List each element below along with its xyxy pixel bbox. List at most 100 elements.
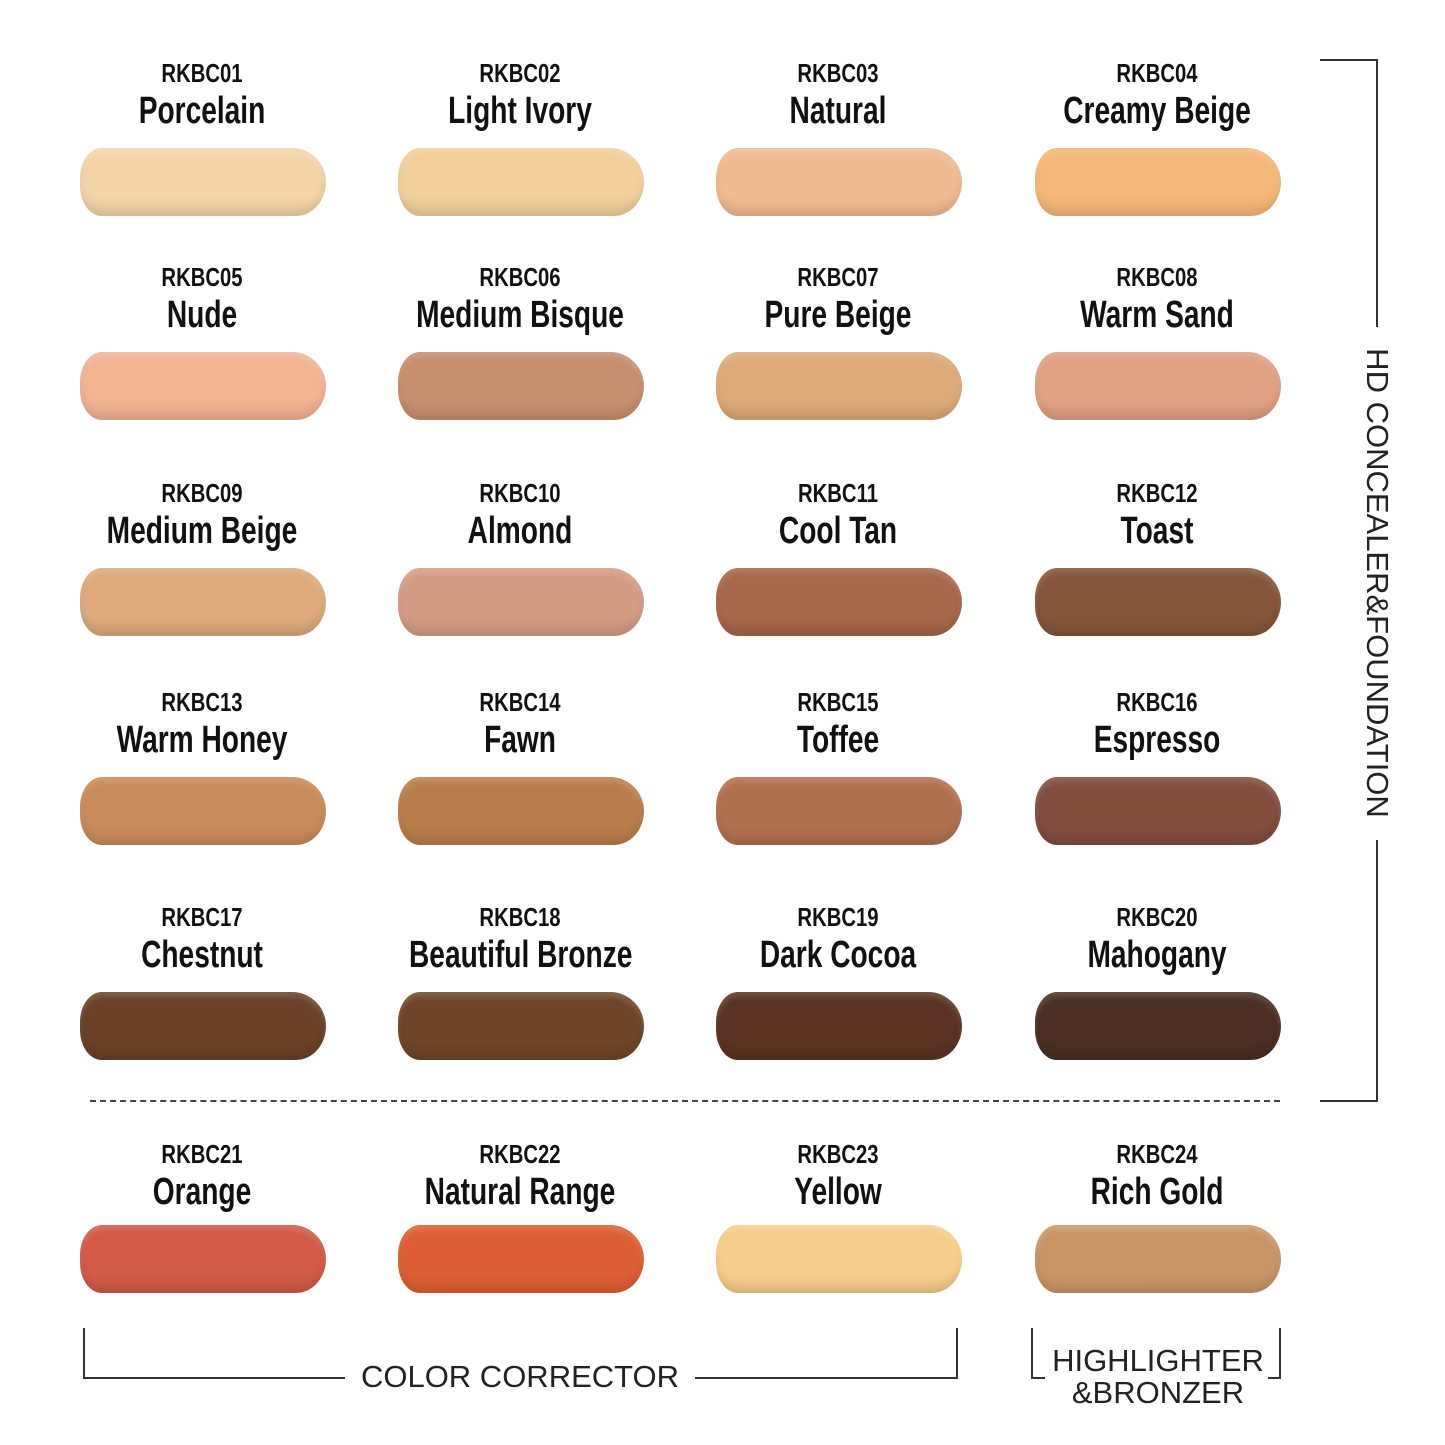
bracket-line-upper: [1376, 59, 1378, 327]
shade-swatch: [1035, 568, 1281, 636]
corrector-bracket-right: [956, 1328, 958, 1378]
shade-name: Warm Honey: [116, 719, 288, 761]
shade-card: RKBC18 Beautiful Bronze: [370, 902, 670, 1060]
shade-card: RKBC05 Nude: [52, 262, 352, 420]
shade-swatch: [716, 352, 962, 420]
shade-name: Mahogany: [1087, 934, 1227, 976]
shade-name: Creamy Beige: [1063, 90, 1251, 132]
shade-name: Rich Gold: [1090, 1171, 1224, 1213]
shade-swatch: [1035, 148, 1281, 216]
shade-card: RKBC14 Fawn: [370, 687, 670, 845]
dashed-divider: [90, 1100, 1280, 1102]
shade-card: RKBC08 Warm Sand: [1007, 262, 1307, 420]
shade-code: RKBC19: [797, 902, 879, 932]
shade-code: RKBC12: [1116, 478, 1198, 508]
shade-card: RKBC01 Porcelain: [52, 58, 352, 216]
shade-card: RKBC15 Toffee: [688, 687, 988, 845]
shade-code: RKBC17: [161, 902, 243, 932]
shade-name: Orange: [152, 1171, 252, 1213]
shade-name: Medium Bisque: [416, 294, 624, 336]
shade-card: RKBC17 Chestnut: [52, 902, 352, 1060]
shade-code: RKBC16: [1116, 687, 1198, 717]
shade-card: RKBC02 Light Ivory: [370, 58, 670, 216]
shade-swatch: [1035, 1225, 1281, 1293]
shade-name: Espresso: [1093, 719, 1221, 761]
shade-code: RKBC02: [479, 58, 561, 88]
shade-code: RKBC18: [479, 902, 561, 932]
shade-swatch: [398, 1225, 644, 1293]
shade-code: RKBC07: [797, 262, 879, 292]
shade-name: Porcelain: [138, 90, 266, 132]
bracket-top-tick: [1320, 59, 1378, 61]
shade-name: Warm Sand: [1080, 294, 1234, 336]
shade-card: RKBC22 Natural Range: [370, 1139, 670, 1293]
shade-name: Fawn: [484, 719, 556, 761]
shade-swatch: [80, 777, 326, 845]
shade-swatch: [1035, 777, 1281, 845]
shade-code: RKBC03: [797, 58, 879, 88]
shade-name: Toffee: [796, 719, 880, 761]
shade-name: Toast: [1120, 510, 1194, 552]
shade-name: Medium Beige: [106, 510, 298, 552]
shade-code: RKBC04: [1116, 58, 1198, 88]
shade-name: Pure Beige: [764, 294, 912, 336]
shade-card: RKBC24 Rich Gold: [1007, 1139, 1307, 1293]
shade-card: RKBC07 Pure Beige: [688, 262, 988, 420]
shade-code: RKBC24: [1116, 1139, 1198, 1169]
shade-name: Natural Range: [424, 1171, 616, 1213]
shade-code: RKBC21: [161, 1139, 243, 1169]
shade-name: Yellow: [794, 1171, 882, 1213]
shade-name: Beautiful Bronze: [409, 934, 633, 976]
shade-swatch: [80, 568, 326, 636]
shade-swatch: [80, 352, 326, 420]
foundation-group-label: HD CONCEALER&FOUNDATION: [1360, 348, 1395, 818]
shade-code: RKBC23: [797, 1139, 879, 1169]
shade-code: RKBC01: [161, 58, 243, 88]
shade-code: RKBC09: [161, 478, 243, 508]
highlighter-bracket-right: [1279, 1328, 1281, 1378]
shade-code: RKBC06: [479, 262, 561, 292]
shade-swatch: [716, 148, 962, 216]
corrector-bracket-left: [83, 1328, 85, 1378]
shade-card: RKBC09 Medium Beige: [52, 478, 352, 636]
shade-code: RKBC14: [479, 687, 561, 717]
shade-name: Chestnut: [141, 934, 263, 976]
shade-code: RKBC10: [479, 478, 561, 508]
shade-swatch: [1035, 352, 1281, 420]
shade-code: RKBC05: [161, 262, 243, 292]
shade-card: RKBC03 Natural: [688, 58, 988, 216]
shade-name: Light Ivory: [448, 90, 592, 132]
shade-code: RKBC08: [1116, 262, 1198, 292]
corrector-group-label: COLOR CORRECTOR: [345, 1361, 695, 1393]
shade-name: Nude: [166, 294, 238, 336]
shade-swatch: [398, 777, 644, 845]
bracket-line-lower: [1376, 840, 1378, 1102]
highlighter-bracket-left-foot: [1031, 1377, 1045, 1379]
shade-card: RKBC20 Mahogany: [1007, 902, 1307, 1060]
shade-card: RKBC10 Almond: [370, 478, 670, 636]
shade-card: RKBC19 Dark Cocoa: [688, 902, 988, 1060]
shade-card: RKBC11 Cool Tan: [688, 478, 988, 636]
shade-swatch: [80, 148, 326, 216]
shade-code: RKBC15: [797, 687, 879, 717]
shade-swatch: [80, 1225, 326, 1293]
shade-card: RKBC06 Medium Bisque: [370, 262, 670, 420]
highlighter-bracket-left: [1031, 1328, 1033, 1378]
highlighter-bracket-right-foot: [1267, 1377, 1281, 1379]
shade-card: RKBC23 Yellow: [688, 1139, 988, 1293]
shade-swatch: [398, 148, 644, 216]
shade-name: Dark Cocoa: [759, 934, 917, 976]
shade-swatch: [80, 992, 326, 1060]
shade-card: RKBC21 Orange: [52, 1139, 352, 1293]
shade-card: RKBC13 Warm Honey: [52, 687, 352, 845]
shade-swatch: [716, 568, 962, 636]
shade-swatch: [716, 992, 962, 1060]
shade-card: RKBC16 Espresso: [1007, 687, 1307, 845]
shade-code: RKBC20: [1116, 902, 1198, 932]
shade-swatch: [1035, 992, 1281, 1060]
shade-swatch: [716, 777, 962, 845]
shade-code: RKBC11: [797, 478, 879, 508]
shade-swatch: [398, 992, 644, 1060]
shade-code: RKBC22: [479, 1139, 561, 1169]
highlighter-group-label-line1: HIGHLIGHTER: [1052, 1343, 1264, 1378]
